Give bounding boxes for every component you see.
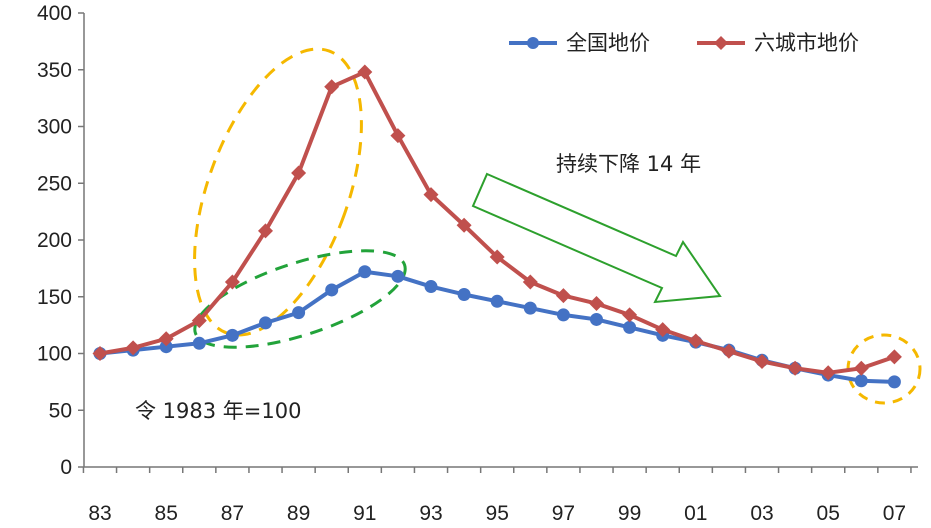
data-point bbox=[887, 375, 901, 389]
x-tick-label: 83 bbox=[88, 502, 111, 525]
y-tick-label: 350 bbox=[37, 59, 72, 82]
data-point bbox=[721, 343, 737, 359]
data-point bbox=[357, 64, 373, 80]
legend: 全国地价 六城市地价 bbox=[509, 31, 859, 55]
data-point bbox=[623, 320, 637, 334]
data-point bbox=[490, 294, 504, 308]
data-point bbox=[158, 331, 174, 347]
data-point bbox=[358, 265, 372, 279]
data-point bbox=[590, 312, 603, 326]
x-tick-label: 87 bbox=[221, 502, 244, 525]
data-point bbox=[555, 288, 571, 304]
data-point bbox=[489, 249, 505, 265]
y-tick-label: 150 bbox=[37, 286, 72, 309]
data-point bbox=[556, 308, 570, 322]
data-point bbox=[224, 274, 240, 290]
base-note-box bbox=[124, 393, 324, 427]
data-point bbox=[886, 349, 902, 365]
data-point bbox=[820, 365, 836, 381]
x-tick-labels: 83 85 87 89 91 93 95 97 99 01 03 05 07 bbox=[88, 502, 906, 525]
data-point bbox=[191, 313, 207, 329]
y-tick-label: 100 bbox=[37, 343, 72, 366]
y-tick-label: 300 bbox=[37, 116, 72, 139]
data-point bbox=[291, 165, 307, 181]
data-point bbox=[192, 336, 206, 350]
y-axis bbox=[78, 12, 85, 468]
data-point bbox=[457, 287, 471, 301]
trend-arrow bbox=[471, 172, 722, 304]
data-point bbox=[259, 316, 272, 330]
data-point bbox=[424, 280, 438, 294]
x-tick-label: 05 bbox=[817, 502, 840, 525]
x-tick-label: 03 bbox=[750, 502, 773, 525]
y-tick-label: 250 bbox=[37, 172, 72, 195]
y-tick-labels: 0 50 100 150 200 250 300 350 400 bbox=[37, 2, 72, 479]
data-point bbox=[92, 346, 108, 361]
data-point bbox=[754, 353, 770, 369]
x-tick-label: 89 bbox=[287, 502, 310, 525]
y-tick-label: 50 bbox=[49, 399, 72, 422]
data-point bbox=[292, 306, 306, 320]
data-point bbox=[258, 223, 273, 239]
y-tick-label: 400 bbox=[37, 2, 72, 25]
legend-label-six-cities: 六城市地价 bbox=[754, 31, 859, 55]
data-point bbox=[622, 307, 638, 323]
data-point bbox=[655, 322, 671, 338]
series-national bbox=[93, 265, 901, 389]
data-point bbox=[688, 333, 704, 349]
y-tick-label: 0 bbox=[60, 456, 72, 479]
data-point bbox=[589, 296, 604, 312]
x-tick-label: 01 bbox=[684, 502, 707, 525]
x-tick-label: 99 bbox=[618, 502, 641, 525]
x-tick-label: 07 bbox=[883, 502, 906, 525]
data-point bbox=[390, 128, 406, 144]
highlight-ellipse-national bbox=[193, 249, 407, 349]
data-point bbox=[854, 374, 868, 388]
legend-marker-six-cities bbox=[714, 36, 728, 50]
trend-annotation: 持续下降 14 年 bbox=[556, 152, 701, 176]
data-point bbox=[159, 340, 173, 354]
data-point bbox=[853, 360, 869, 376]
data-point bbox=[325, 283, 339, 297]
series-six-cities bbox=[92, 64, 902, 381]
x-tick-label: 97 bbox=[552, 502, 575, 525]
data-point bbox=[391, 269, 405, 283]
x-tick-label: 95 bbox=[486, 502, 509, 525]
highlight-ellipse-peak bbox=[193, 47, 363, 337]
x-axis bbox=[82, 466, 918, 473]
data-point bbox=[523, 301, 537, 315]
y-tick-label: 200 bbox=[37, 229, 72, 252]
legend-label-national: 全国地价 bbox=[566, 31, 650, 55]
data-point bbox=[787, 360, 803, 376]
data-point bbox=[324, 79, 340, 95]
base-note-group: 令 1983 年=100 bbox=[124, 393, 324, 427]
data-point bbox=[522, 274, 538, 290]
base-note: 令 1983 年=100 bbox=[135, 399, 301, 423]
data-point bbox=[423, 187, 439, 203]
series-layer bbox=[92, 64, 902, 389]
data-point bbox=[125, 340, 141, 356]
x-tick-label: 85 bbox=[155, 502, 178, 525]
x-tick-label: 91 bbox=[353, 502, 376, 525]
legend-marker-national bbox=[527, 37, 539, 49]
trend-arrow-group: 持续下降 14 年 bbox=[471, 152, 722, 304]
x-tick-label: 93 bbox=[419, 502, 442, 525]
data-point bbox=[456, 217, 472, 233]
data-point bbox=[225, 328, 239, 342]
